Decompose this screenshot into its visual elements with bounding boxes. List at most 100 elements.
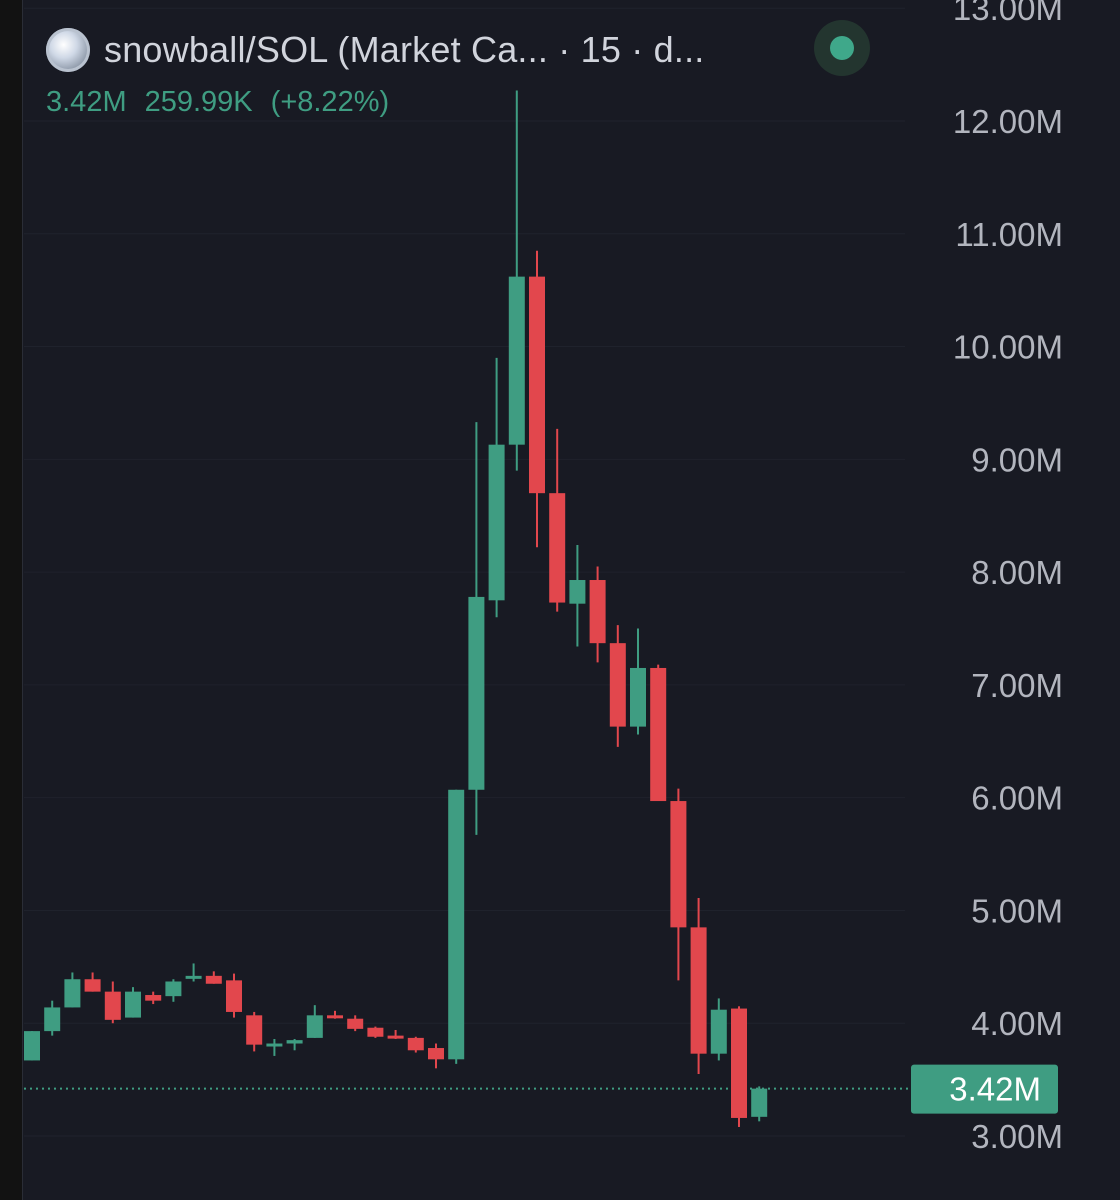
y-tick-label: 3.00M [971,1118,1063,1155]
last-price-label: 3.42M [949,1071,1041,1108]
candle[interactable] [226,973,242,1018]
candle[interactable] [64,972,81,1008]
candle[interactable] [44,1000,61,1036]
candle[interactable] [165,979,182,1002]
y-tick-label: 6.00M [971,780,1063,817]
y-tick-label: 13.00M [953,0,1063,27]
candle[interactable] [549,428,566,612]
candle-body [529,276,545,494]
candle-body [44,1007,61,1032]
y-tick-label: 7.00M [971,667,1063,704]
candle-body [246,1015,263,1045]
candle-body [104,991,121,1020]
candle[interactable] [428,1043,444,1069]
candle-body [670,801,687,928]
candle[interactable] [125,987,141,1018]
change-value: 259.99K [144,86,253,118]
candle[interactable] [367,1026,384,1038]
candle[interactable] [731,1006,747,1127]
candle[interactable] [448,789,465,1064]
candle-body [387,1035,404,1039]
chart-gridlines [24,7,905,1137]
y-tick-label: 8.00M [971,554,1063,591]
candle-body [508,276,525,445]
candle[interactable] [468,422,485,835]
candle-body [428,1048,444,1060]
candle-body [64,979,81,1008]
candle-body [751,1088,768,1117]
candle-body [306,1015,323,1038]
y-tick-label: 4.00M [971,1005,1063,1042]
candle-body [226,980,242,1012]
candle[interactable] [306,1005,323,1038]
candle[interactable] [569,545,586,647]
candle[interactable] [407,1036,424,1053]
candle-body [165,981,182,997]
candle[interactable] [205,971,222,984]
legend-values: 3.42M 259.99K (+8.22%) [46,86,389,119]
candle-body [24,1031,40,1061]
candle[interactable] [246,1011,263,1052]
y-tick-label: 10.00M [953,329,1063,366]
candle[interactable] [84,972,101,992]
candle-body [448,789,465,1060]
candle[interactable] [609,625,626,747]
candle-body [549,493,566,603]
candle[interactable] [145,991,162,1005]
candle-body [145,995,162,1001]
candle-body [347,1018,364,1029]
candle-body [569,580,586,604]
current-value: 3.42M [46,86,127,118]
y-tick-label: 5.00M [971,892,1063,929]
candle[interactable] [266,1039,283,1056]
change-percent: (+8.22%) [270,86,390,118]
last-price-tag: 3.42M [911,1064,1058,1114]
candle[interactable] [529,250,545,548]
candle-body [630,667,646,727]
candle[interactable] [327,1010,343,1019]
candle-body [488,444,505,601]
candle[interactable] [670,788,687,981]
candle-body [650,667,667,802]
candle-body [690,927,707,1054]
y-tick-label: 12.00M [953,103,1063,140]
candle[interactable] [185,963,202,982]
candle-body [710,1009,727,1054]
pair-title[interactable]: snowball/SOL (Market Ca... · 15 · d... [104,29,705,70]
candle-body [286,1040,303,1044]
candles-group [24,90,768,1127]
candle[interactable] [286,1039,303,1051]
token-logo-icon [46,28,90,72]
candle[interactable] [387,1029,404,1040]
candle[interactable] [24,1031,40,1061]
candle-body [407,1037,424,1051]
chart-header: snowball/SOL (Market Ca... · 15 · d... [46,28,704,72]
price-axis: 3.00M 4.00M 5.00M 6.00M 7.00M 8.00M 9.00M 10.00… [953,0,1063,1155]
candle-body [84,979,101,992]
candle-body [125,991,141,1018]
candle[interactable] [751,1086,768,1122]
candle[interactable] [347,1015,364,1032]
candle-body [731,1008,747,1118]
candle-body [205,975,222,984]
market-status-indicator[interactable] [814,20,870,76]
candle-body [468,596,485,790]
candle[interactable] [650,664,667,802]
candle-body [367,1027,384,1037]
candle-body [609,643,626,727]
candle-body [266,1043,283,1047]
status-dot-icon [830,36,854,60]
candle[interactable] [104,981,121,1024]
candle-body [185,975,202,979]
candle[interactable] [710,998,727,1061]
candle-body [589,580,606,644]
candle[interactable] [690,898,707,1074]
candle[interactable] [488,357,505,618]
candle[interactable] [630,628,646,735]
y-tick-label: 11.00M [955,216,1063,253]
candle[interactable] [589,566,606,663]
candle[interactable] [508,90,525,471]
candle-body [327,1015,343,1019]
